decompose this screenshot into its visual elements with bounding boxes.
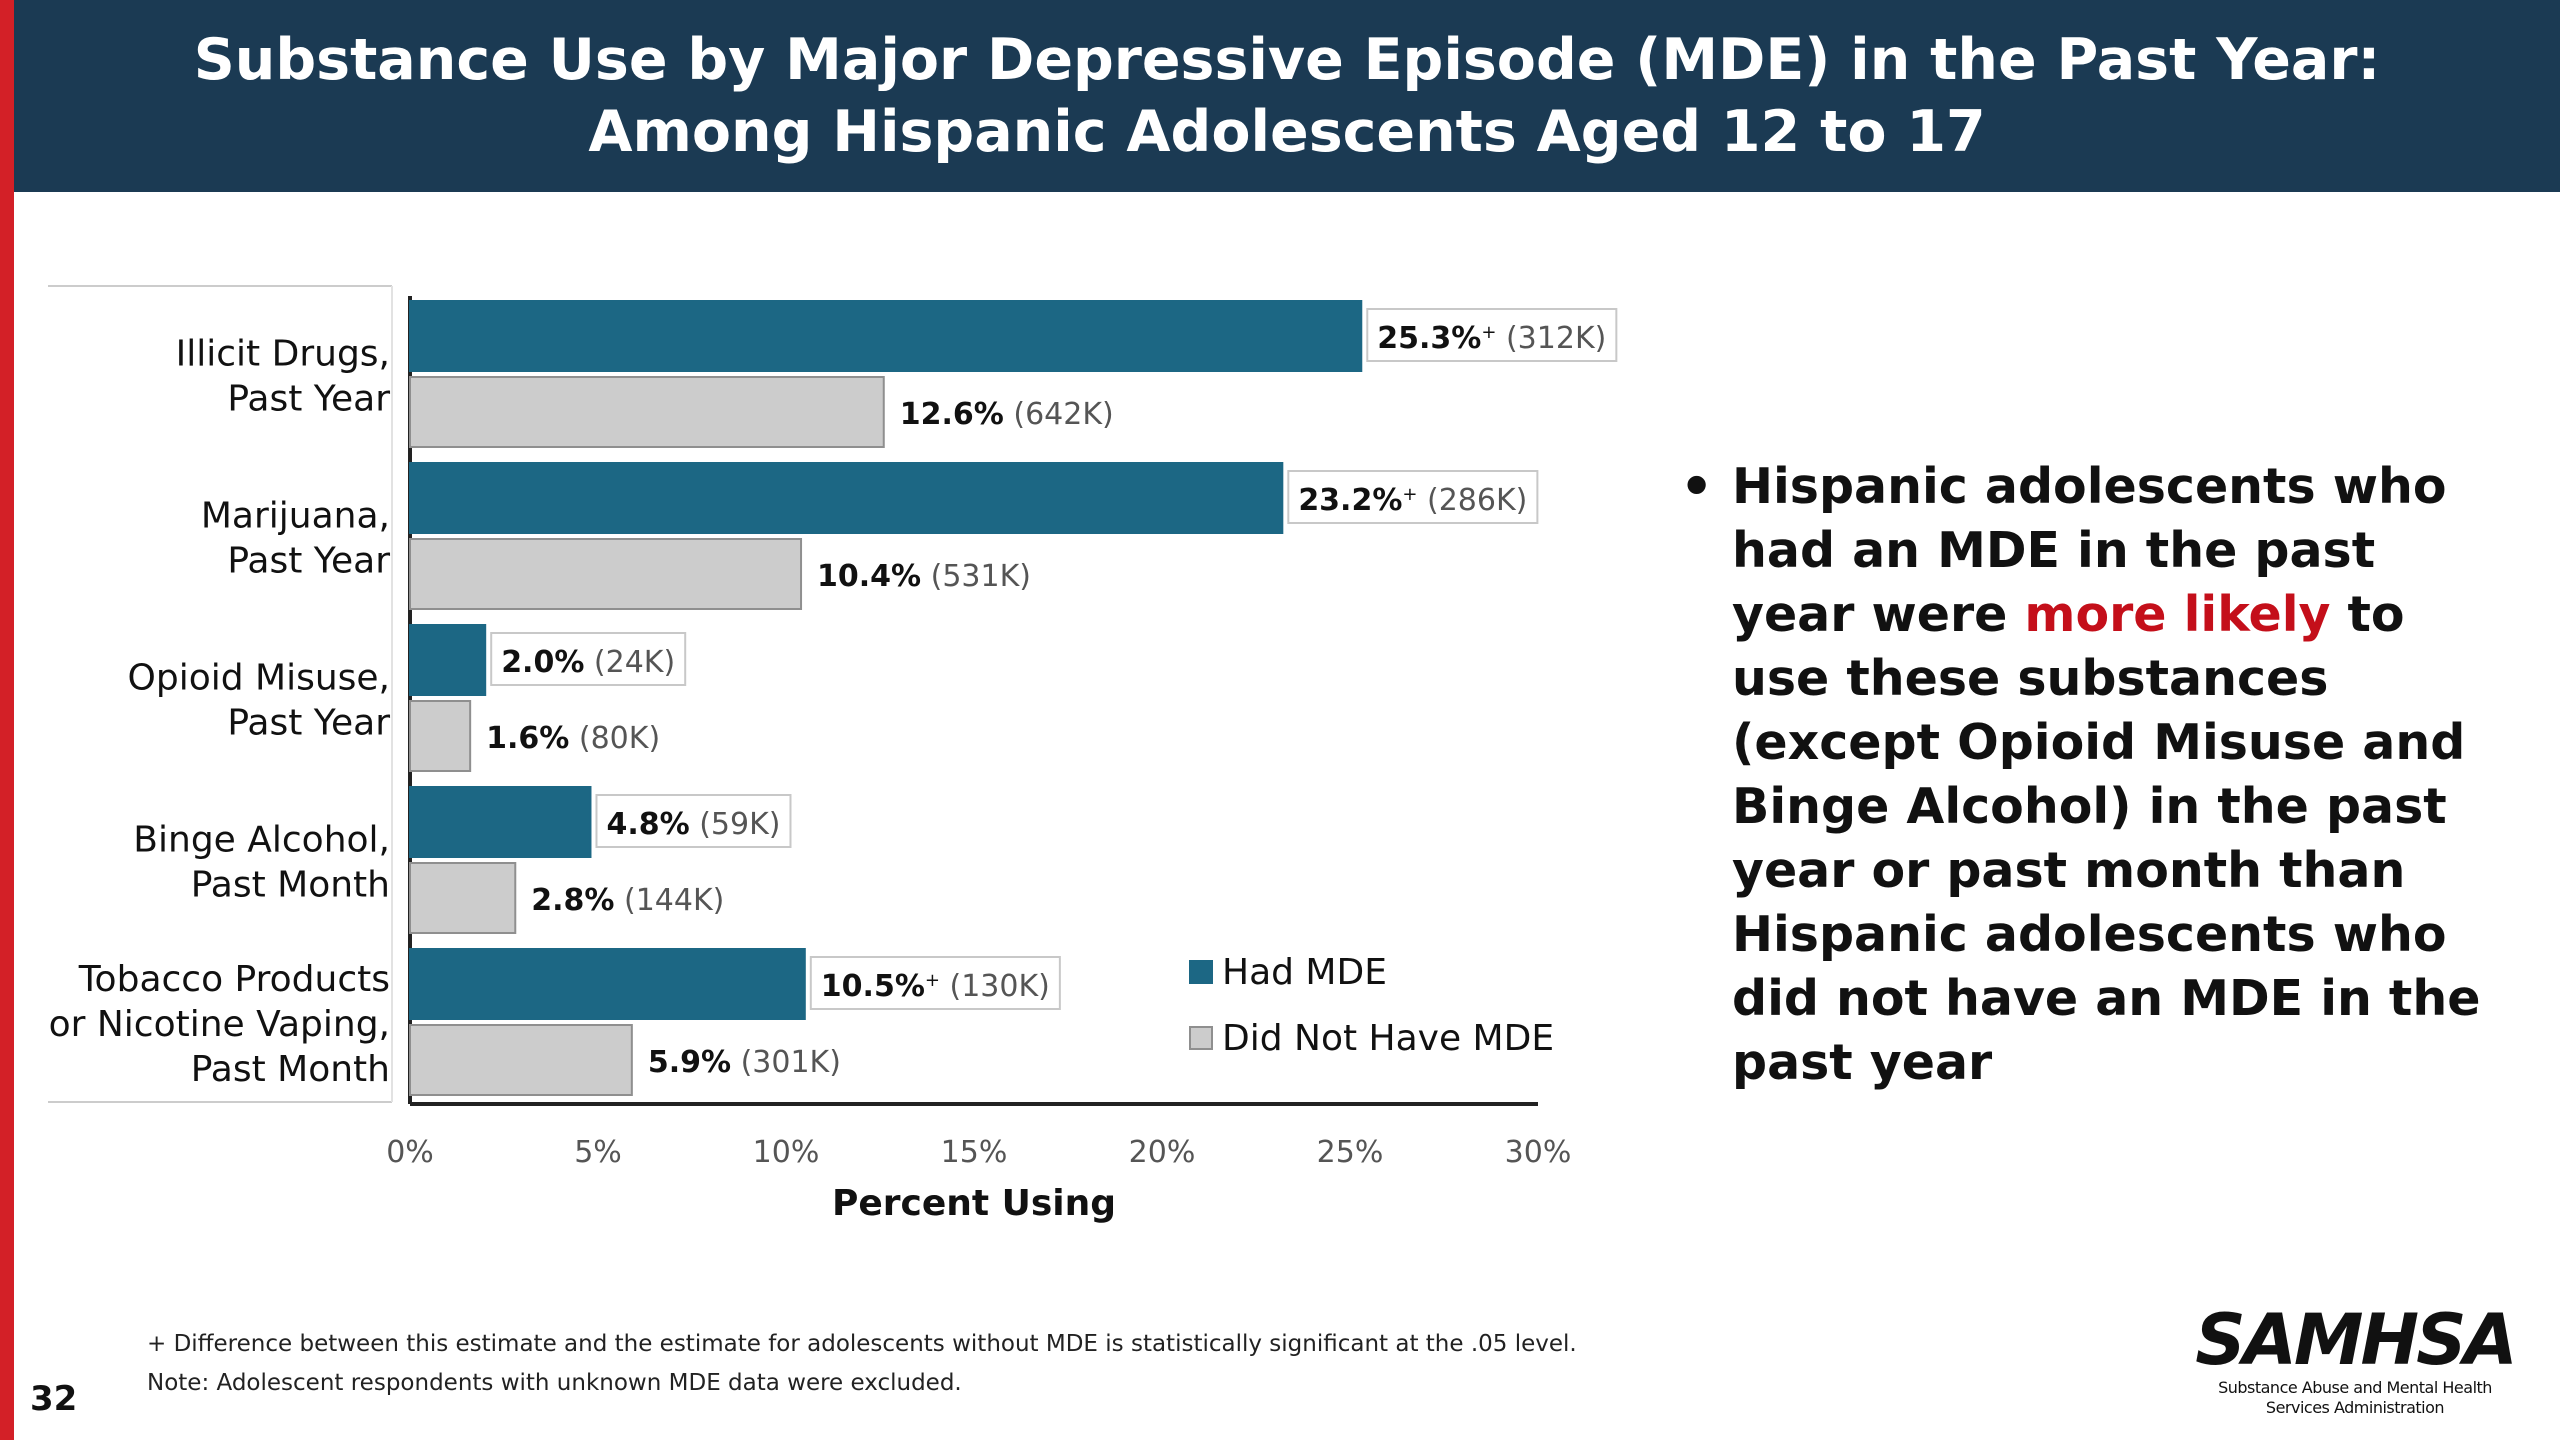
x-tick-label: 10% — [753, 1135, 820, 1170]
bar-no-mde — [409, 538, 803, 610]
footnote-significance: + Difference between this estimate and t… — [147, 1331, 1577, 1357]
legend-swatch-no-mde — [1189, 1026, 1213, 1050]
category-label: Tobacco Products — [78, 959, 390, 1000]
slide-title-line-1: Substance Use by Major Depressive Episod… — [193, 27, 2381, 93]
category-label: Illicit Drugs, — [176, 334, 390, 375]
bar-had-mde — [409, 948, 806, 1020]
bullet-text-emphasis: more likely — [2024, 586, 2331, 643]
data-label-no-mde: 2.8% (144K) — [531, 883, 724, 918]
data-label-had-mde: 23.2%+ (286K) — [1298, 483, 1527, 518]
page-number: 32 — [30, 1379, 78, 1419]
data-label-no-mde: 5.9% (301K) — [648, 1045, 841, 1080]
x-tick-label: 5% — [574, 1135, 622, 1170]
footnote-note: Note: Adolescent respondents with unknow… — [147, 1370, 962, 1396]
data-label-box — [1287, 470, 1539, 524]
x-tick-label: 20% — [1129, 1135, 1196, 1170]
legend-label-no-mde: Did Not Have MDE — [1222, 1018, 1554, 1059]
category-label: Marijuana, — [201, 496, 390, 537]
data-label-no-mde: 10.4% (531K) — [817, 559, 1031, 594]
data-label-box — [809, 956, 1061, 1010]
bar-had-mde — [409, 462, 1284, 534]
bar-had-mde — [409, 624, 487, 696]
bar-had-mde — [409, 300, 1363, 372]
x-tick-label: 30% — [1505, 1135, 1572, 1170]
bullet-text: Hispanic adolescents who had an MDE in t… — [1732, 455, 2512, 1095]
bar-had-mde — [409, 786, 592, 858]
logo-subtitle-line-1: Substance Abuse and Mental Health — [2218, 1378, 2492, 1397]
logo-wordmark: SAMHSA — [2195, 1299, 2517, 1381]
x-tick-label: 0% — [386, 1135, 434, 1170]
data-label-had-mde: 4.8% (59K) — [606, 807, 780, 842]
category-label: Binge Alcohol, — [133, 820, 390, 861]
data-label-box — [1366, 308, 1618, 362]
category-label: Past Year — [227, 379, 390, 420]
legend-label-had-mde: Had MDE — [1222, 952, 1387, 993]
bar-no-mde — [409, 376, 885, 448]
data-label-box — [595, 794, 792, 848]
x-tick-label: 25% — [1317, 1135, 1384, 1170]
logo-subtitle: Substance Abuse and Mental Health Servic… — [2195, 1378, 2515, 1418]
x-tick-label: 15% — [941, 1135, 1008, 1170]
data-label-no-mde: 1.6% (80K) — [486, 721, 660, 756]
category-label: Past Month — [191, 865, 390, 906]
footnotes: + Difference between this estimate and t… — [147, 1325, 1577, 1403]
legend-swatch-had-mde — [1189, 960, 1213, 984]
x-axis-title: Percent Using — [832, 1183, 1116, 1224]
samhsa-logo: SAMHSA Substance Abuse and Mental Health… — [2195, 1299, 2517, 1422]
bullet-dot-icon: • — [1680, 457, 1714, 517]
category-label: Past Month — [191, 1049, 390, 1090]
data-label-had-mde: 25.3%+ (312K) — [1377, 321, 1606, 356]
data-label-box — [490, 632, 687, 686]
category-label: or Nicotine Vaping, — [49, 1004, 390, 1045]
category-label: Past Year — [227, 703, 390, 744]
left-accent-bar — [0, 0, 14, 1440]
bar-no-mde — [409, 1024, 633, 1096]
data-label-had-mde: 2.0% (24K) — [501, 645, 675, 680]
logo-subtitle-line-2: Services Administration — [2265, 1398, 2445, 1417]
category-label: Past Year — [227, 541, 390, 582]
bullet-text-before: Hispanic adolescents who had an MDE in t… — [1732, 458, 2447, 643]
slide-header: Substance Use by Major Depressive Episod… — [14, 0, 2560, 192]
category-label: Opioid Misuse, — [128, 658, 391, 699]
slide-title-line-2: Among Hispanic Adolescents Aged 12 to 17 — [588, 99, 1986, 165]
data-label-no-mde: 12.6% (642K) — [900, 397, 1114, 432]
bullet-text-after: to use these substances (except Opioid M… — [1732, 586, 2481, 1091]
bar-no-mde — [409, 862, 517, 934]
data-label-had-mde: 10.5%+ (130K) — [821, 969, 1050, 1004]
bar-no-mde — [409, 700, 472, 772]
